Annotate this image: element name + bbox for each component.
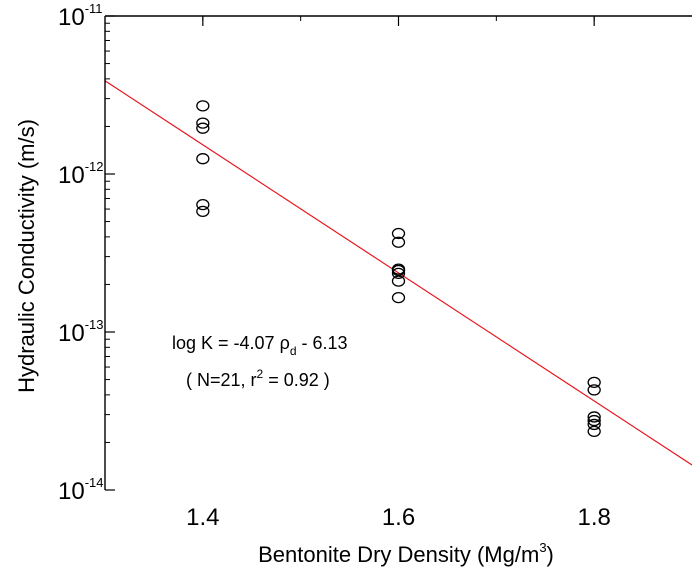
x-tick-label: 1.4 [186, 504, 219, 531]
y-tick-base: 10 [58, 162, 85, 189]
data-point [391, 236, 406, 248]
data-point [587, 425, 601, 438]
data-point [391, 267, 406, 280]
y-tick-exponent: -13 [85, 317, 104, 332]
data-point [587, 414, 601, 427]
data-point [196, 117, 210, 129]
y-tick-base: 10 [58, 4, 85, 31]
data-point [196, 100, 210, 112]
data-point [196, 122, 210, 134]
data-point [196, 205, 210, 218]
fit-line [105, 80, 692, 466]
stats-suffix: = 0.92 ) [263, 370, 330, 390]
y-tick-exponent: -14 [85, 475, 104, 490]
x-axis-title-close: ) [547, 542, 554, 567]
equation-subscript: d [290, 344, 297, 358]
data-point [196, 153, 210, 165]
x-tick-label: 1.6 [382, 504, 415, 531]
x-axis-title-main: Bentonite Dry Density (Mg/m [258, 542, 539, 567]
x-axis-title: Bentonite Dry Density (Mg/m3) [258, 540, 554, 567]
data-point [391, 264, 406, 277]
y-tick-exponent: -11 [85, 1, 103, 16]
x-tick-label: 1.8 [577, 504, 610, 531]
data-point [587, 411, 601, 423]
y-tick-label: 10-14 [58, 475, 104, 505]
stats-prefix: ( N=21, r [186, 370, 257, 390]
stats-annotation: ( N=21, r2 = 0.92 ) [186, 367, 330, 390]
x-axis-title-sup: 3 [539, 540, 546, 555]
data-point [391, 227, 406, 240]
equation-prefix: log K = -4.07 ρ [172, 333, 290, 353]
y-axis-title: Hydraulic Conductivity (m/s) [14, 119, 39, 393]
y-tick-exponent: -12 [85, 159, 104, 174]
data-point [587, 384, 601, 396]
stats-superscript: 2 [257, 367, 264, 381]
equation-annotation: log K = -4.07 ρd - 6.13 [172, 333, 348, 358]
data-point [587, 376, 601, 389]
y-tick-label: 10-13 [58, 317, 104, 347]
y-tick-base: 10 [58, 478, 85, 505]
data-point [391, 291, 406, 304]
data-point [587, 418, 601, 431]
y-tick-label: 10-12 [58, 159, 104, 189]
data-point [391, 275, 406, 287]
equation-suffix: - 6.13 [297, 333, 348, 353]
y-tick-base: 10 [58, 320, 85, 347]
data-point [196, 198, 210, 211]
y-tick-label: 10-11 [58, 1, 103, 31]
